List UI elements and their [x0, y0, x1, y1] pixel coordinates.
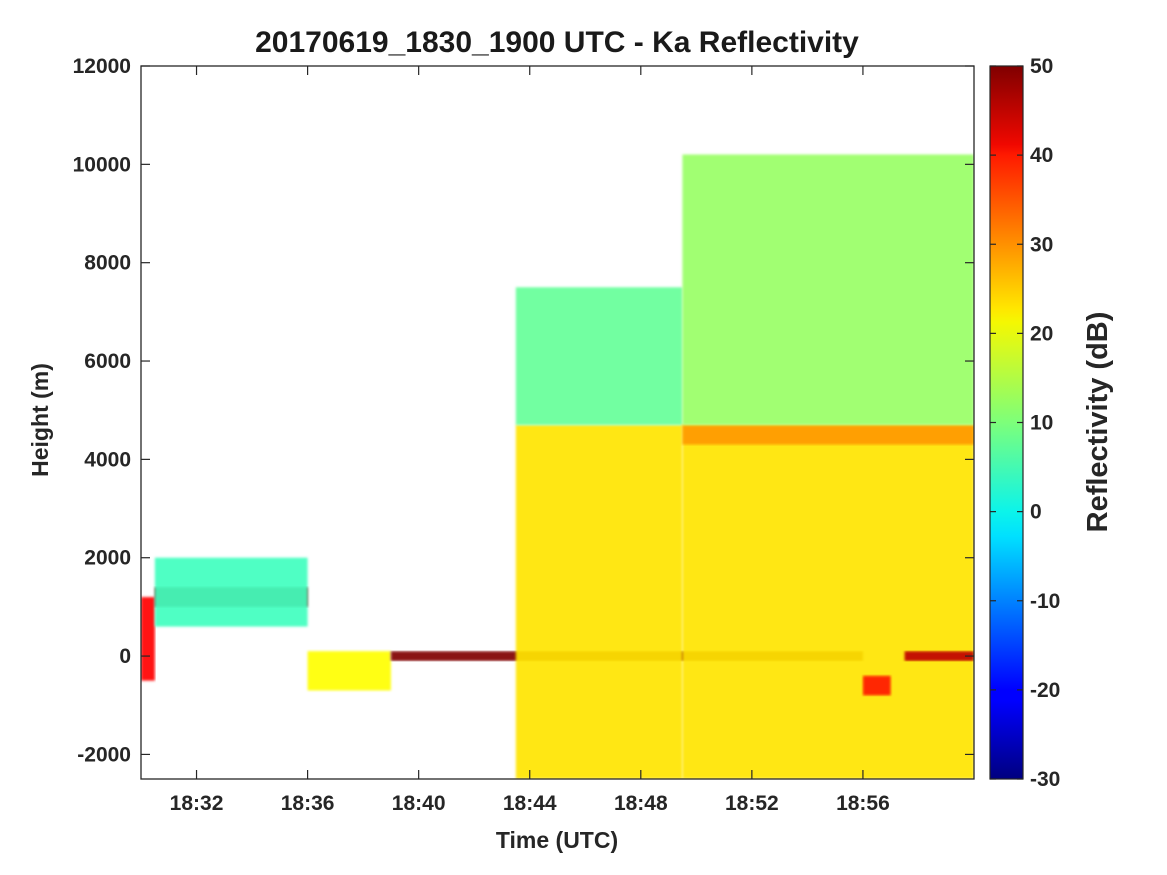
x-tick-label: 18:36	[281, 792, 335, 815]
reflectivity-region	[307, 651, 391, 691]
y-tick-label: 10000	[73, 153, 131, 176]
x-tick-label: 18:32	[170, 792, 224, 815]
y-axis-ticks: 12000 10000 8000 6000 4000 2000 0 -2000	[73, 55, 974, 766]
y-tick-label: 12000	[73, 55, 131, 78]
colorbar-tick-label: 30	[1030, 233, 1053, 256]
x-tick-label: 18:44	[503, 792, 557, 815]
reflectivity-region	[154, 557, 308, 627]
plot-frame	[140, 65, 975, 780]
colorbar-tick-label: 50	[1030, 55, 1053, 78]
colorbar-tick-label: 0	[1030, 501, 1042, 524]
x-tick-label: 18:56	[836, 792, 890, 815]
reflectivity-region	[682, 154, 974, 425]
heatmap-plot-area	[141, 154, 974, 779]
colorbar-tick-label: -10	[1030, 590, 1060, 613]
colorbar-tick-label: 40	[1030, 144, 1053, 167]
y-tick-label: 0	[119, 645, 131, 668]
colorbar-tick-label: 20	[1030, 322, 1053, 345]
x-tick-label: 18:52	[725, 792, 779, 815]
reflectivity-region	[904, 651, 974, 661]
y-tick-label: -2000	[77, 743, 131, 766]
colorbar-ticks: 50 40 30 20 10 0 -10 -20 -30	[990, 55, 1060, 791]
y-tick-label: 2000	[84, 547, 131, 570]
colorbar-label: Reflectivity (dB)	[1082, 312, 1114, 533]
reflectivity-region	[515, 424, 683, 779]
chart-title: 20170619_1830_1900 UTC - Ka Reflectivity	[255, 26, 859, 59]
y-axis-label: Height (m)	[27, 363, 53, 477]
x-axis-label: Time (UTC)	[496, 827, 618, 853]
x-axis-ticks: 18:32 18:36 18:40 18:44 18:48 18:52 18:56	[170, 66, 890, 815]
colorbar-tick-label: -20	[1030, 679, 1060, 702]
reflectivity-region	[682, 424, 974, 445]
reflectivity-region	[141, 597, 155, 681]
y-tick-label: 6000	[84, 350, 131, 373]
colorbar-tick-label: 10	[1030, 412, 1053, 435]
x-tick-label: 18:40	[392, 792, 446, 815]
reflectivity-region	[862, 675, 891, 696]
reflectivity-region	[515, 287, 683, 425]
x-tick-label: 18:48	[614, 792, 668, 815]
reflectivity-region	[682, 424, 974, 779]
colorbar-tick-label: -30	[1030, 768, 1060, 791]
y-tick-label: 4000	[84, 448, 131, 471]
y-tick-label: 8000	[84, 252, 131, 275]
